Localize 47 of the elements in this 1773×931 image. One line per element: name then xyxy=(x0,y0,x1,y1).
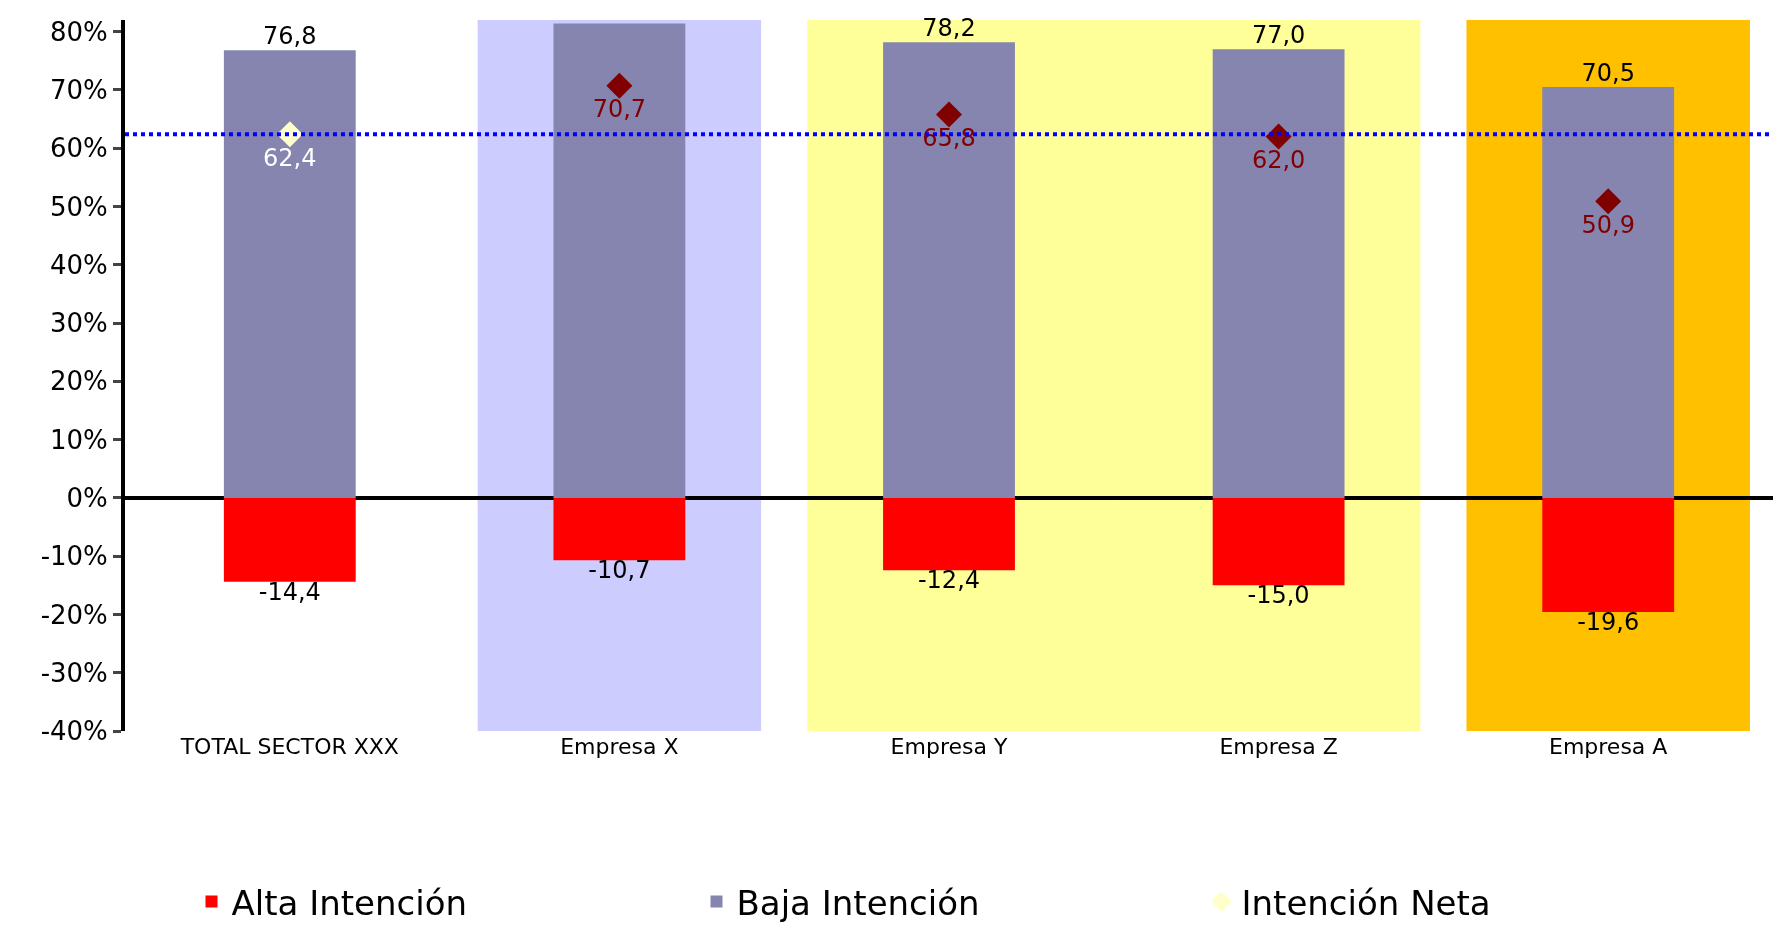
x-tick-label: Empresa Y xyxy=(890,734,1008,759)
data-label: 62,0 xyxy=(1251,146,1306,175)
y-tick-label: 70% xyxy=(50,75,108,106)
bar xyxy=(883,42,1015,498)
bar xyxy=(1542,87,1675,498)
data-label: 78,2 xyxy=(922,14,976,43)
point xyxy=(936,101,962,128)
data-label: 70,5 xyxy=(1581,59,1635,88)
legend-label: Baja Intención xyxy=(736,882,980,923)
point xyxy=(606,72,633,99)
legend-label: Intención Neta xyxy=(1241,882,1491,923)
y-tick-label: -10% xyxy=(40,541,108,572)
y-tick-label: 0% xyxy=(66,482,108,513)
x-tick-label: TOTAL SECTOR XXX xyxy=(179,734,399,759)
data-label: 50,9 xyxy=(1581,210,1635,239)
bar xyxy=(223,497,356,582)
point xyxy=(1595,188,1622,215)
y-tick-label: 80% xyxy=(50,16,108,47)
data-label: 62,4 xyxy=(263,143,317,172)
bar xyxy=(553,497,686,561)
data-label: -15,0 xyxy=(1247,581,1310,610)
y-tick-label: 60% xyxy=(50,133,108,164)
y-tick-label: -40% xyxy=(40,716,108,747)
y-tick-label: -20% xyxy=(40,599,108,630)
x-tick-label: Empresa Z xyxy=(1219,734,1338,759)
data-label: -14,4 xyxy=(258,577,321,606)
bar xyxy=(1212,49,1345,498)
y-tick-label: 30% xyxy=(50,308,108,339)
x-tick-label: Empresa A xyxy=(1549,734,1668,759)
bar xyxy=(883,497,1015,571)
data-label: 70,7 xyxy=(592,95,647,124)
bar xyxy=(553,23,686,498)
bar xyxy=(1212,497,1345,586)
data-label: 76,8 xyxy=(263,22,317,51)
bar xyxy=(1542,497,1675,613)
legend-label: Alta Intención xyxy=(231,882,468,923)
bar xyxy=(223,50,356,498)
y-tick-label: 20% xyxy=(50,366,108,397)
data-label: -19,6 xyxy=(1577,608,1640,637)
y-tick-label: 40% xyxy=(50,249,108,280)
data-label: -12,4 xyxy=(917,566,981,595)
y-tick-label: 50% xyxy=(50,191,108,222)
y-tick-label: -30% xyxy=(40,657,108,688)
data-label: 77,0 xyxy=(1251,21,1306,50)
data-label: -10,7 xyxy=(588,556,651,585)
x-tick-label: Empresa X xyxy=(560,734,679,759)
y-tick-label: 10% xyxy=(50,424,108,455)
